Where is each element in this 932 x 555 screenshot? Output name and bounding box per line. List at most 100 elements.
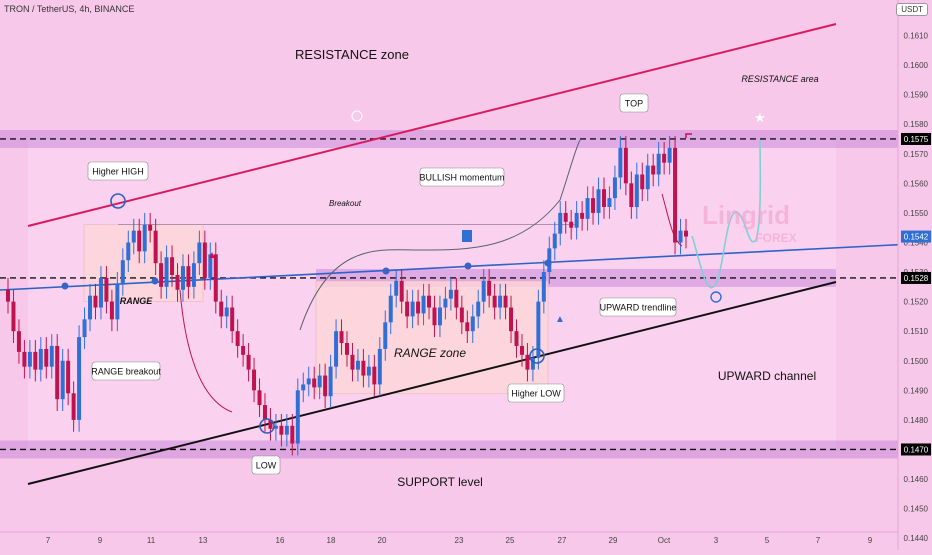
candle-body: [268, 419, 273, 429]
candle-body: [175, 275, 180, 290]
range-breakout-label: RANGE breakout: [91, 367, 161, 377]
candle-body: [98, 277, 103, 308]
y-tick-label: 0.1600: [904, 61, 929, 70]
y-tick-label: 0.1490: [904, 386, 929, 395]
y-tick-label: 0.1510: [904, 327, 929, 336]
candle-body: [432, 307, 437, 326]
candle-body: [38, 348, 43, 370]
candle-body: [476, 301, 481, 317]
candle-body: [88, 295, 93, 320]
candle-body: [361, 360, 366, 376]
candle-body: [323, 375, 328, 397]
y-tick-label: 0.1590: [904, 91, 929, 100]
breakout-label: Breakout: [329, 199, 362, 208]
trendline-touch-point: [464, 262, 472, 270]
candle-body: [662, 153, 667, 163]
candle-body: [71, 393, 76, 420]
trendline-touch-point: [544, 259, 552, 267]
candle-body: [470, 316, 475, 332]
candle-body: [563, 212, 568, 222]
candle-body: [153, 230, 158, 264]
currency-badge[interactable]: USDT: [896, 3, 928, 16]
candle-body: [525, 354, 530, 370]
candle-body: [519, 345, 524, 355]
candle-body: [421, 295, 426, 314]
bullish-momentum-box: [419, 167, 505, 187]
y-tick-label: 0.1450: [904, 505, 929, 514]
symbol-title: TRON / TetherUS, 4h, BINANCE: [4, 4, 135, 14]
higher-high-label: Higher HIGH: [92, 167, 144, 177]
candle-body: [416, 301, 421, 314]
candle-body: [399, 280, 404, 302]
candle-body: [104, 277, 109, 302]
top-flag-icon: [685, 133, 692, 138]
candle-body: [142, 224, 147, 252]
candle-body: [684, 230, 688, 237]
candle-body: [120, 260, 125, 284]
low-box: [251, 455, 281, 475]
magnifier-icon: [710, 291, 722, 303]
support-channel-line: [27, 281, 837, 485]
candle-body: [394, 280, 399, 296]
x-tick-label: 9: [98, 536, 103, 545]
candle-body: [164, 257, 169, 287]
trendline-touch-point: [151, 277, 159, 285]
upward-trendline-box: [599, 297, 677, 317]
price-label: 0.1470: [904, 445, 929, 454]
price-label-box: [901, 271, 931, 284]
x-tick-label: 16: [276, 536, 285, 545]
candle-body: [355, 360, 360, 370]
candle-body: [11, 301, 16, 332]
x-tick-label: 11: [147, 536, 156, 545]
candle-body: [612, 177, 617, 199]
candle-body: [27, 351, 32, 367]
candle-body: [350, 354, 355, 370]
candle-body: [667, 147, 672, 163]
x-tick-label: 25: [506, 536, 515, 545]
candle-body: [22, 351, 27, 367]
higher-low-box: [507, 383, 565, 403]
candle-body: [257, 390, 262, 406]
candle-body: [673, 147, 678, 243]
candle-body: [159, 263, 164, 287]
candle-body: [180, 266, 185, 290]
candle-body: [317, 375, 322, 388]
candle-body: [481, 280, 486, 302]
candle-body: [170, 257, 175, 275]
rocket-icon: ▲: [555, 314, 565, 325]
candle-body: [634, 174, 639, 207]
candle-body: [246, 354, 251, 370]
candle-body: [645, 165, 650, 190]
candle-body: [60, 360, 65, 400]
resistance-band: [0, 129, 898, 148]
candle-body: [339, 331, 344, 344]
candle-body: [252, 369, 257, 391]
candle-body: [383, 322, 388, 349]
candle-body: [273, 425, 278, 429]
x-tick-label: 7: [816, 536, 821, 545]
candle-body: [44, 348, 49, 367]
y-tick-label: 0.1610: [904, 31, 929, 40]
candle-body: [448, 289, 453, 299]
drop-curve: [661, 193, 683, 247]
candle-body: [224, 307, 229, 317]
candle-body: [301, 384, 306, 391]
bullish-momentum-label: BULLISH momentum: [419, 173, 504, 183]
y-tick-label: 0.1440: [904, 534, 929, 543]
candle-body: [33, 351, 38, 370]
candle-body: [366, 366, 371, 376]
candle-body: [459, 307, 464, 323]
candle-body: [492, 295, 497, 308]
candle-body: [126, 242, 131, 261]
candle-body: [279, 425, 284, 435]
candle-body: [219, 301, 224, 317]
watermark-brand: Lingrid: [702, 200, 790, 230]
x-tick-label: Oct: [658, 536, 671, 545]
info-icon: [351, 110, 363, 122]
x-tick-label: 27: [558, 536, 567, 545]
candle-body: [509, 307, 514, 332]
candle-body: [498, 295, 503, 308]
candle-body: [514, 331, 519, 346]
